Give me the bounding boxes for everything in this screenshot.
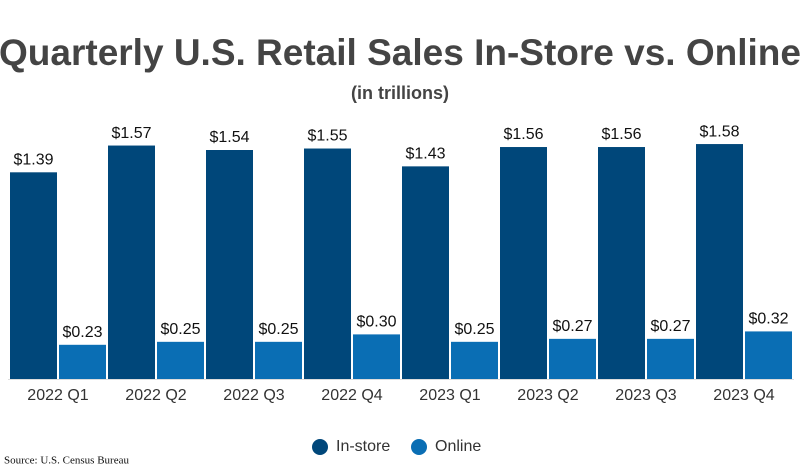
x-tick-label: 2023 Q4 [713,387,774,404]
bar [255,341,302,379]
chart-title: Quarterly U.S. Retail Sales In-Store vs.… [0,32,800,73]
source: Source: U.S. Census Bureau [4,455,129,467]
bar [157,341,204,379]
value-label: $0.25 [258,321,298,338]
bar [206,150,253,379]
value-label: $0.32 [748,311,788,328]
value-label: $1.39 [13,152,53,169]
bar [500,147,547,379]
bar [647,338,694,379]
bar [696,144,743,379]
value-label: $1.43 [405,146,445,163]
value-label: $0.27 [650,318,690,335]
value-label: $0.25 [160,321,200,338]
value-label: $0.23 [62,324,102,341]
bar [451,341,498,379]
value-label: $0.30 [356,314,396,331]
legend-label: Online [435,438,481,455]
bar [598,147,645,379]
bar [549,338,596,379]
value-label: $1.55 [307,128,347,145]
value-label: $1.57 [111,125,151,142]
bar [10,172,57,379]
x-tick-label: 2022 Q3 [223,387,284,404]
x-tick-label: 2023 Q3 [615,387,676,404]
bar [402,166,449,379]
x-tick-label: 2022 Q2 [125,387,186,404]
x-tick-label: 2022 Q1 [27,387,88,404]
x-tick-label: 2023 Q2 [517,387,578,404]
value-label: $1.56 [503,126,543,143]
value-label: $0.27 [552,318,592,335]
legend-label: In-store [336,438,390,455]
legend-marker [411,439,427,455]
legend-marker [312,439,328,455]
value-label: $1.54 [209,129,249,146]
value-label: $1.58 [699,123,739,140]
x-tick-label: 2023 Q1 [419,387,480,404]
chart-subtitle: (in trillions) [351,83,449,103]
bar [745,331,792,379]
x-tick-label: 2022 Q4 [321,387,382,404]
bar [108,145,155,379]
bar [304,148,351,379]
value-label: $0.25 [454,321,494,338]
bar [353,334,400,379]
bar [59,344,106,379]
value-label: $1.56 [601,126,641,143]
